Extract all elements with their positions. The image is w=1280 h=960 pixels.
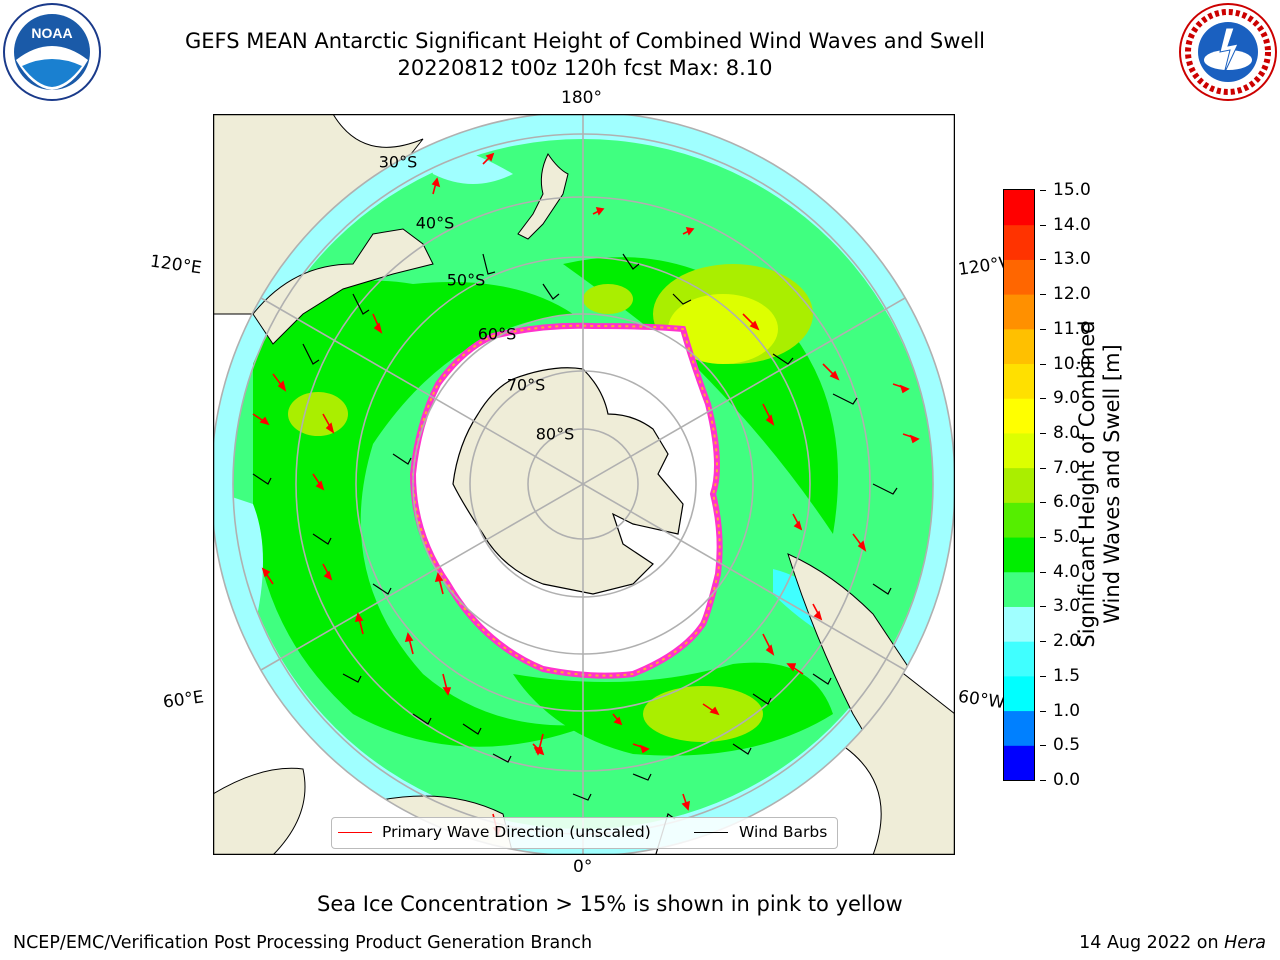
map-panel [212, 113, 956, 856]
colorbar-tick-mark [1040, 224, 1046, 226]
colorbar-tick-mark [1040, 259, 1046, 261]
colorbar-tick-label: 10.0 [1053, 353, 1091, 374]
colorbar-label-line1: Significant Height of Combined [1075, 320, 1099, 648]
lon-label-120e: 120°E [148, 251, 203, 279]
colorbar-tick-mark [1040, 745, 1046, 747]
footer-org: NCEP/EMC/Verification Post Processing Pr… [13, 933, 593, 953]
colorbar [1003, 189, 1035, 781]
colorbar-tick-label: 7.0 [1053, 457, 1081, 478]
footer-date: 14 Aug 2022 on Hera [1079, 933, 1266, 953]
lat-label-50s: 50°S [446, 270, 486, 290]
colorbar-tick-mark [1040, 363, 1046, 365]
colorbar-tick-label: 4.0 [1053, 561, 1081, 582]
colorbar-tick-label: 6.0 [1053, 492, 1081, 513]
colorbar-swatch [1004, 432, 1034, 469]
colorbar-tick-mark [1040, 398, 1046, 400]
colorbar-tick-mark [1040, 606, 1046, 608]
primary-wave-legend-line [338, 832, 372, 833]
colorbar-swatch [1004, 224, 1034, 260]
colorbar-tick-mark [1040, 675, 1046, 677]
colorbar-swatch [1004, 675, 1034, 712]
colorbar-tick-mark [1040, 710, 1046, 712]
colorbar-swatch [1004, 467, 1034, 503]
colorbar-tick-mark [1040, 641, 1046, 643]
colorbar-swatch [1004, 502, 1034, 538]
primary-wave-legend-label: Primary Wave Direction (unscaled) [382, 823, 651, 841]
colorbar-tick-mark [1040, 537, 1046, 539]
colorbar-tick-label: 8.0 [1053, 422, 1081, 443]
colorbar-swatch [1004, 606, 1034, 642]
colorbar-tick-mark [1040, 571, 1046, 573]
lon-label-60w: 60°W [956, 686, 1007, 714]
chart-title: GEFS MEAN Antarctic Significant Height o… [184, 29, 986, 53]
wave-height-map [212, 113, 956, 856]
nws-logo-icon [1176, 2, 1280, 102]
footer-machine: Hera [1224, 933, 1266, 953]
colorbar-tick-mark [1040, 294, 1046, 296]
lat-label-80s: 80°S [535, 424, 575, 444]
colorbar-tick-label: 13.0 [1053, 249, 1091, 270]
colorbar-swatch [1004, 710, 1034, 746]
colorbar-tick-mark [1040, 502, 1046, 504]
colorbar-swatch [1004, 190, 1034, 226]
colorbar-tick-label: 1.5 [1053, 665, 1081, 686]
noaa-logo-text: NOAA [31, 25, 72, 41]
colorbar-swatch [1004, 363, 1034, 399]
colorbar-tick-label: 12.0 [1053, 284, 1091, 305]
lat-label-30s: 30°S [378, 152, 418, 172]
lon-label-60e: 60°E [161, 687, 206, 713]
colorbar-swatch [1004, 571, 1034, 607]
colorbar-swatch [1004, 641, 1034, 677]
sea-ice-caption: Sea Ice Concentration > 15% is shown in … [317, 892, 903, 916]
colorbar-tick-mark [1040, 467, 1046, 469]
wind-barbs [252, 253, 898, 855]
colorbar-swatch [1004, 745, 1034, 781]
colorbar-tick-label: 5.0 [1053, 527, 1081, 548]
wind-barbs-legend-label: Wind Barbs [739, 823, 828, 841]
lat-label-40s: 40°S [415, 213, 455, 233]
colorbar-swatch [1004, 537, 1034, 573]
colorbar-tick-label: 15.0 [1053, 180, 1091, 200]
wind-barbs-legend-line [694, 832, 728, 833]
colorbar-tick-mark [1040, 190, 1046, 191]
colorbar-tick-label: 14.0 [1053, 214, 1091, 235]
colorbar-swatches [1004, 190, 1034, 781]
lon-label-180: 180° [561, 88, 602, 108]
colorbar-tick-label: 0.0 [1053, 770, 1081, 790]
colorbar-tick-label: 3.0 [1053, 596, 1081, 617]
footer-date-text: 14 Aug 2022 on [1079, 933, 1225, 953]
colorbar-tick-label: 9.0 [1053, 388, 1081, 409]
colorbar-tick-mark [1040, 780, 1046, 781]
colorbar-tick-label: 1.0 [1053, 700, 1081, 721]
colorbar-tick-label: 2.0 [1053, 631, 1081, 652]
lat-label-60s: 60°S [477, 324, 517, 344]
colorbar-tick-label: 0.5 [1053, 735, 1081, 756]
noaa-logo-icon: NOAA [2, 2, 102, 102]
colorbar-swatch [1004, 328, 1034, 365]
map-legend: Primary Wave Direction (unscaled) Wind B… [331, 817, 838, 849]
colorbar-tick-mark [1040, 432, 1046, 434]
chart-subtitle: 20220812 t00z 120h fcst Max: 8.10 [397, 56, 773, 80]
colorbar-tick-label: 11.0 [1053, 318, 1091, 339]
lat-label-70s: 70°S [506, 375, 546, 395]
lon-label-0: 0° [573, 857, 593, 877]
colorbar-swatch [1004, 259, 1034, 295]
colorbar-swatch [1004, 294, 1034, 330]
colorbar-tick-mark [1040, 328, 1046, 330]
colorbar-label-line2: Wind Waves and Swell [m] [1100, 344, 1124, 624]
colorbar-swatch [1004, 398, 1034, 434]
